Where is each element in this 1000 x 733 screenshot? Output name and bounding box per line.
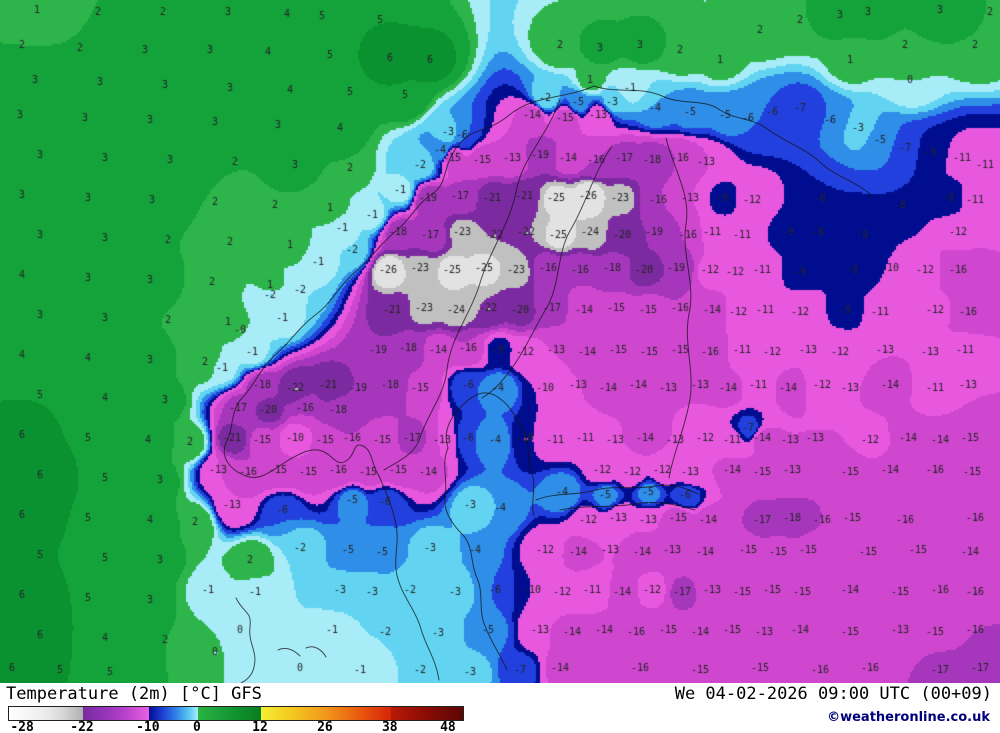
scale-tick-12: 12 xyxy=(252,720,268,733)
temperature-field-canvas xyxy=(0,0,1000,683)
copyright: ©weatheronline.co.uk xyxy=(827,710,990,725)
scale-tick-38: 38 xyxy=(381,720,398,733)
legend-header: Temperature (2m) [°C] GFS We 04-02-2026 … xyxy=(0,683,1000,704)
scale-tick--10: -10 xyxy=(136,720,160,733)
legend-bar: Temperature (2m) [°C] GFS We 04-02-2026 … xyxy=(0,683,1000,733)
scale-tick-26: 26 xyxy=(317,720,333,733)
scale-area: -28 -22 -10 0 12 26 38 48 ©weatheronline.co.uk xyxy=(0,704,1000,733)
scale-tick--28: -28 xyxy=(10,720,34,733)
legend-title: Temperature (2m) [°C] GFS xyxy=(6,684,262,704)
temperature-map xyxy=(0,0,1000,683)
color-scale xyxy=(8,706,464,721)
model-run-time: We 04-02-2026 09:00 UTC (00+09) xyxy=(674,684,992,704)
scale-tick--22: -22 xyxy=(70,720,94,733)
scale-tick-0: 0 xyxy=(192,720,201,733)
scale-tick-48: 48 xyxy=(440,720,456,733)
